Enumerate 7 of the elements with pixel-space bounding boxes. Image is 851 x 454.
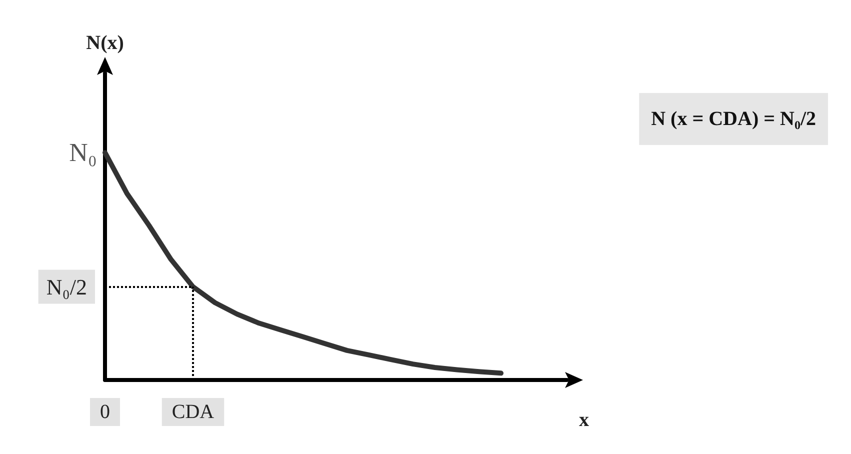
text: N (x = CDA) = N₀/2 — [651, 108, 816, 130]
y-axis-title: N(x) — [86, 32, 124, 54]
x-tick-label: CDA — [172, 401, 215, 423]
x-tick-label: 0 — [100, 401, 110, 423]
annotation: N₀ — [69, 138, 97, 168]
ref-line-label: N₀/2 — [46, 274, 87, 300]
x-axis-title: x — [579, 409, 589, 431]
